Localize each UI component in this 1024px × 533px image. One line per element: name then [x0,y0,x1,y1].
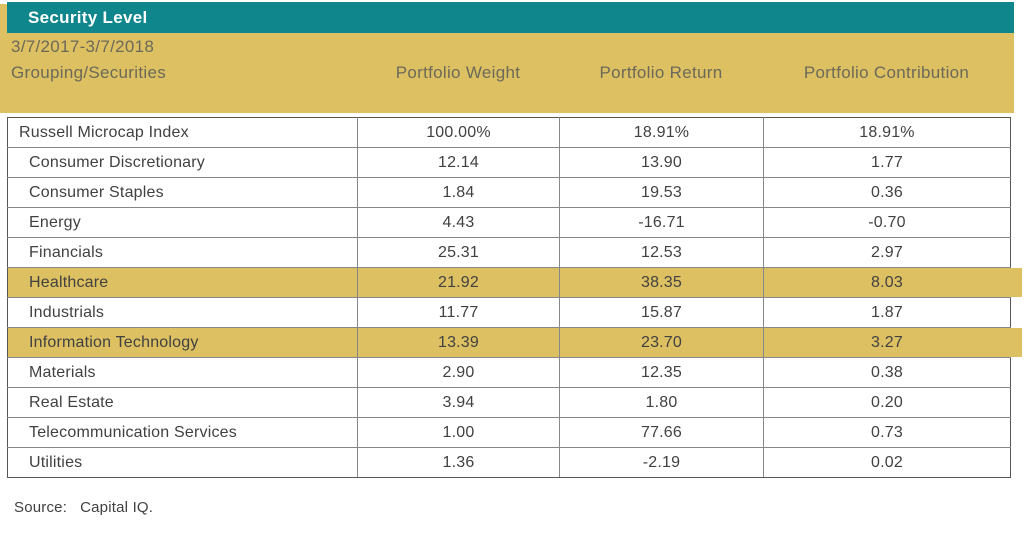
weight-cell: 12.14 [357,147,560,178]
table-row: Financials 25.31 12.53 2.97 [7,237,1011,268]
column-header-portfolio-return: Portfolio Return [599,63,723,82]
return-cell: 12.35 [559,357,764,388]
contribution-cell: 0.02 [763,447,1011,478]
return-cell: -16.71 [559,207,764,238]
table-body: Russell Microcap Index 100.00% 18.91% 18.91… [7,117,1023,478]
weight-cell: 1.36 [357,447,560,478]
weight-cell: 2.90 [357,357,560,388]
contribution-cell: 0.20 [763,387,1011,418]
source-label: Source: [14,499,68,516]
contribution-cell: 18.91% [763,117,1011,148]
contribution-cell: 0.73 [763,417,1011,448]
weight-cell: 3.94 [357,387,560,418]
table-row: Telecommunication Services 1.00 77.66 0.73 [7,417,1011,448]
table-row: Energy 4.43 -16.71 -0.70 [7,207,1011,238]
contribution-cell: 2.97 [763,237,1011,268]
return-cell: 77.66 [559,417,764,448]
grouping-label: Grouping/Securities [11,63,166,82]
table-row: Consumer Staples 1.84 19.53 0.36 [7,177,1011,208]
contribution-cell: 1.87 [763,297,1011,328]
table-row: Industrials 11.77 15.87 1.87 [7,297,1011,328]
return-cell: 23.70 [559,327,764,358]
weight-cell: 13.39 [357,327,560,358]
row-label: Consumer Staples [7,177,358,208]
return-cell: 15.87 [559,297,764,328]
weight-cell: 25.31 [357,237,560,268]
table-row: Materials 2.90 12.35 0.38 [7,357,1011,388]
contribution-cell: 1.77 [763,147,1011,178]
return-cell: 13.90 [559,147,764,178]
table-row: Utilities 1.36 -2.19 0.02 [7,447,1011,478]
contribution-cell: 0.38 [763,357,1011,388]
return-cell: 38.35 [559,267,764,298]
column-header-portfolio-weight: Portfolio Weight [395,63,521,82]
row-label: Telecommunication Services [7,417,358,448]
contribution-cell: 3.27 [763,327,1023,358]
securities-table: Russell Microcap Index 100.00% 18.91% 18.91… [7,117,1023,478]
return-cell: 18.91% [559,117,764,148]
source-value: Capital IQ. [80,499,154,516]
row-label: Energy [7,207,358,238]
weight-cell: 4.43 [357,207,560,238]
page-title: Security Level [28,7,148,27]
weight-cell: 11.77 [357,297,560,328]
table-row: Healthcare 21.92 38.35 8.03 [7,267,1023,298]
table-row: Russell Microcap Index 100.00% 18.91% 18.91… [7,117,1011,148]
return-cell: 1.80 [559,387,764,418]
row-label: Healthcare [7,267,358,298]
row-label: Financials [7,237,358,268]
table-row: Real Estate 3.94 1.80 0.20 [7,387,1011,418]
row-label: Russell Microcap Index [7,117,358,148]
contribution-cell: -0.70 [763,207,1011,238]
row-label: Materials [7,357,358,388]
weight-cell: 1.84 [357,177,560,208]
title-banner: Security Level [7,2,1014,33]
weight-cell: 21.92 [357,267,560,298]
return-cell: -2.19 [559,447,764,478]
row-label: Industrials [7,297,358,328]
weight-cell: 1.00 [357,417,560,448]
table-header: 3/7/2017-3/7/2018 Grouping/Securities Po… [7,34,1010,86]
table-row: Information Technology 13.39 23.70 3.27 [7,327,1023,358]
contribution-cell: 8.03 [763,267,1023,298]
row-label: Information Technology [7,327,358,358]
source-note: Source: Capital IQ. [14,499,153,516]
weight-cell: 100.00% [357,117,560,148]
period-label: 3/7/2017-3/7/2018 [11,37,155,56]
column-header-portfolio-contribution: Portfolio Contribution [803,63,970,82]
return-cell: 19.53 [559,177,764,208]
row-label: Utilities [7,447,358,478]
row-label: Consumer Discretionary [7,147,358,178]
return-cell: 12.53 [559,237,764,268]
grouping-header: 3/7/2017-3/7/2018 Grouping/Securities [7,34,357,86]
contribution-cell: 0.36 [763,177,1011,208]
row-label: Real Estate [7,387,358,418]
table-row: Consumer Discretionary 12.14 13.90 1.77 [7,147,1011,178]
